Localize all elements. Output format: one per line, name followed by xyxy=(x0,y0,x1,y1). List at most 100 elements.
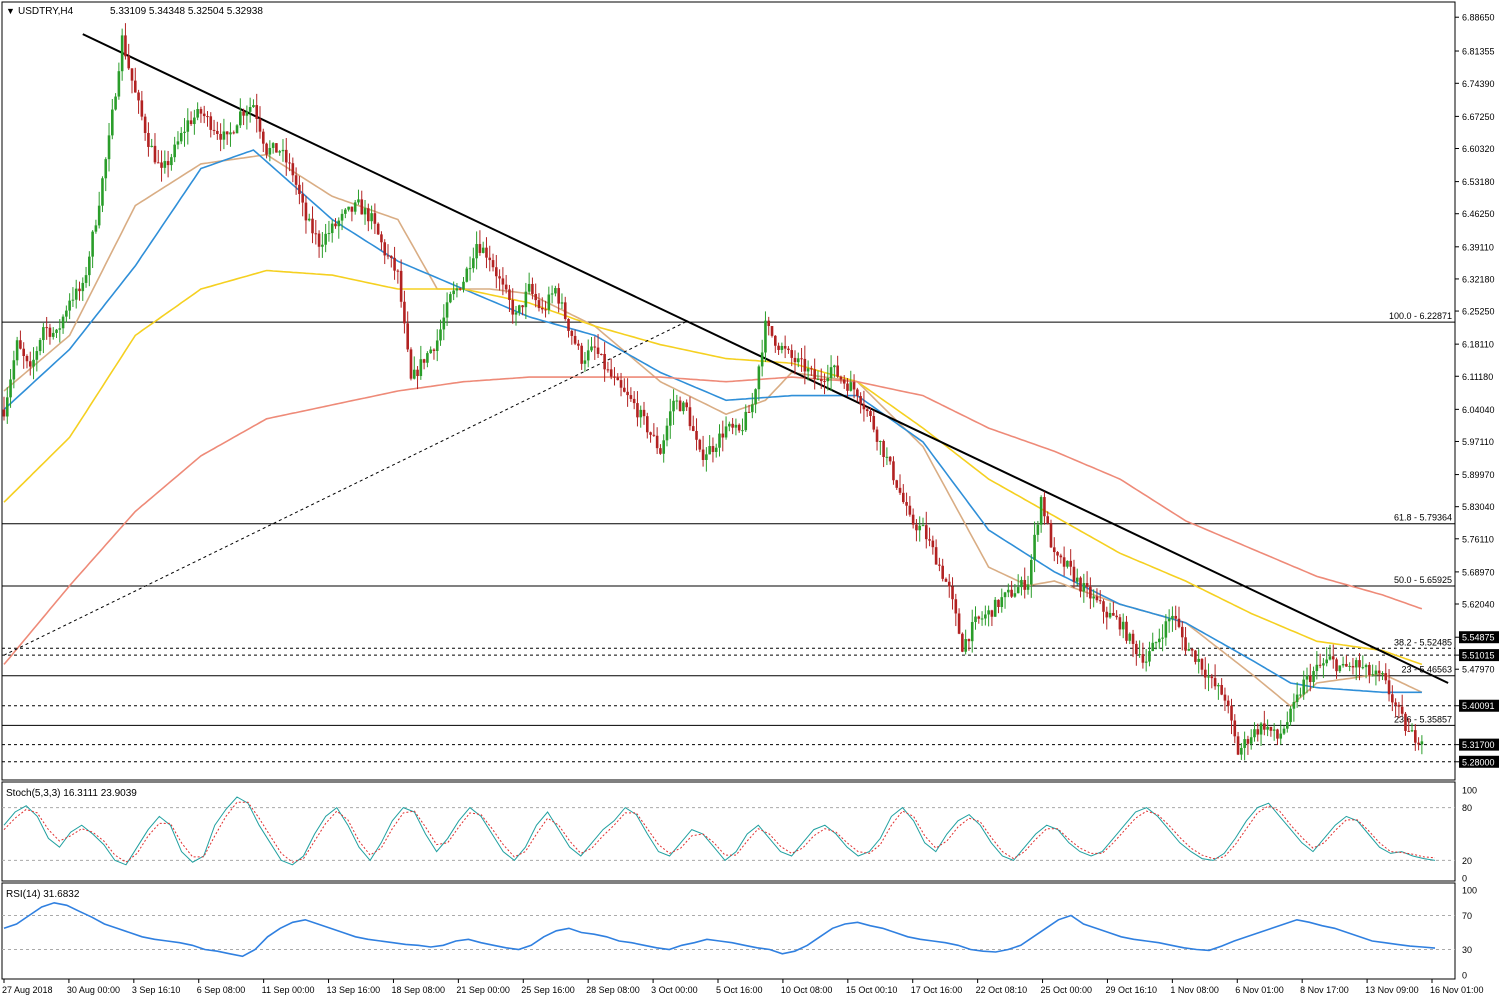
candle-body xyxy=(1331,656,1335,660)
candle-body xyxy=(833,365,836,368)
candle-body xyxy=(419,359,423,377)
candle-body xyxy=(245,111,249,116)
ma-line-blue xyxy=(3,149,1422,694)
candle-body xyxy=(88,256,91,276)
candle-body xyxy=(606,369,610,371)
indicator-tick-label: 20 xyxy=(1462,856,1472,866)
candle-body xyxy=(1190,649,1194,651)
candle-body xyxy=(1417,742,1420,745)
candle-body xyxy=(977,616,981,619)
candle-body xyxy=(399,270,403,302)
candle-body xyxy=(281,149,285,152)
candle-body xyxy=(511,299,515,315)
main-panel-frame xyxy=(1,1,1456,781)
time-tick-label: 29 Oct 16:10 xyxy=(1105,985,1157,995)
candle-body xyxy=(163,161,167,168)
candle-body xyxy=(219,133,222,140)
candle-body xyxy=(166,161,170,166)
horizontal-levels: 100.0 - 6.22871 61.8 - 5.79364 50.0 - 5.65… xyxy=(2,311,1455,763)
candle-body xyxy=(698,439,702,450)
candle-body xyxy=(885,456,889,458)
price-tick-label: 6.67250 xyxy=(1462,112,1495,122)
candle-body xyxy=(1315,664,1319,672)
candle-body xyxy=(524,291,528,308)
candle-body xyxy=(636,403,639,418)
candle-body xyxy=(1220,684,1223,695)
candle-body xyxy=(1410,730,1414,732)
candle-body xyxy=(9,379,12,398)
price-tag-box xyxy=(1459,738,1499,751)
candle-body xyxy=(984,614,987,619)
candle-body xyxy=(731,423,734,428)
price-tick-label: 6.11180 xyxy=(1462,372,1493,382)
trendline-dashed[interactable] xyxy=(3,321,687,656)
candle-body xyxy=(741,430,744,432)
candle-body xyxy=(65,310,68,317)
price-tag-label: 5.28000 xyxy=(1462,757,1495,767)
candle-body xyxy=(501,278,505,285)
candle-body xyxy=(1203,669,1207,678)
candle-body xyxy=(793,357,797,363)
candle-body xyxy=(445,302,449,318)
candle-body xyxy=(1292,702,1296,709)
candle-body xyxy=(691,426,695,431)
candle-body xyxy=(1325,659,1328,664)
level-label-0: 100.0 - 6.22871 xyxy=(1389,311,1452,321)
indicator-tick-label: 70 xyxy=(1462,911,1472,921)
candle-body xyxy=(888,456,892,462)
candle-body xyxy=(570,330,574,336)
candle-body xyxy=(639,409,643,418)
candle-body xyxy=(1226,700,1230,706)
candle-body xyxy=(1135,643,1138,655)
time-tick-label: 18 Sep 08:00 xyxy=(391,985,445,995)
price-tick-label: 6.32180 xyxy=(1462,274,1495,284)
candle-body xyxy=(1016,587,1020,594)
candle-body xyxy=(721,433,725,438)
candle-body xyxy=(12,360,16,380)
candle-body xyxy=(1223,694,1227,701)
candle-body xyxy=(560,302,564,304)
candle-body xyxy=(944,578,948,582)
candle-body xyxy=(2,409,6,417)
candle-body xyxy=(632,398,636,404)
candle-body xyxy=(504,284,508,290)
candle-body xyxy=(701,449,705,460)
candle-body xyxy=(1391,694,1394,703)
candle-body xyxy=(156,162,160,164)
candle-body xyxy=(1217,684,1220,687)
candle-body xyxy=(1121,621,1125,630)
candle-body xyxy=(875,429,879,442)
chart-menu-triangle-icon[interactable]: ▼ xyxy=(6,6,15,16)
candle-body xyxy=(389,255,393,258)
candle-body xyxy=(1266,726,1269,730)
candle-body xyxy=(645,416,649,433)
candle-body xyxy=(363,208,367,215)
candle-body xyxy=(45,327,48,329)
candle-body xyxy=(370,213,373,222)
candle-body xyxy=(918,525,922,531)
candle-body xyxy=(28,361,32,367)
candle-body xyxy=(360,199,364,215)
candle-body xyxy=(32,359,35,367)
candle-body xyxy=(573,335,577,344)
candle-body xyxy=(957,613,961,634)
candlesticks xyxy=(2,23,1424,761)
time-tick-label: 15 Oct 00:10 xyxy=(846,985,898,995)
candle-body xyxy=(649,432,652,435)
candle-body xyxy=(68,300,71,311)
stochastic-panel: 100 80 20 0 xyxy=(2,786,1477,884)
candle-body xyxy=(1010,589,1013,597)
candle-body xyxy=(311,218,314,234)
candle-body xyxy=(760,352,764,367)
candle-body xyxy=(61,316,65,329)
candle-body xyxy=(1000,597,1004,607)
candle-body xyxy=(728,423,731,427)
candle-body xyxy=(5,397,9,417)
candle-body xyxy=(816,379,820,381)
candle-body xyxy=(1368,664,1371,676)
time-tick-label: 21 Sep 00:00 xyxy=(456,985,510,995)
candle-body xyxy=(1052,547,1056,553)
candle-body xyxy=(120,35,124,72)
